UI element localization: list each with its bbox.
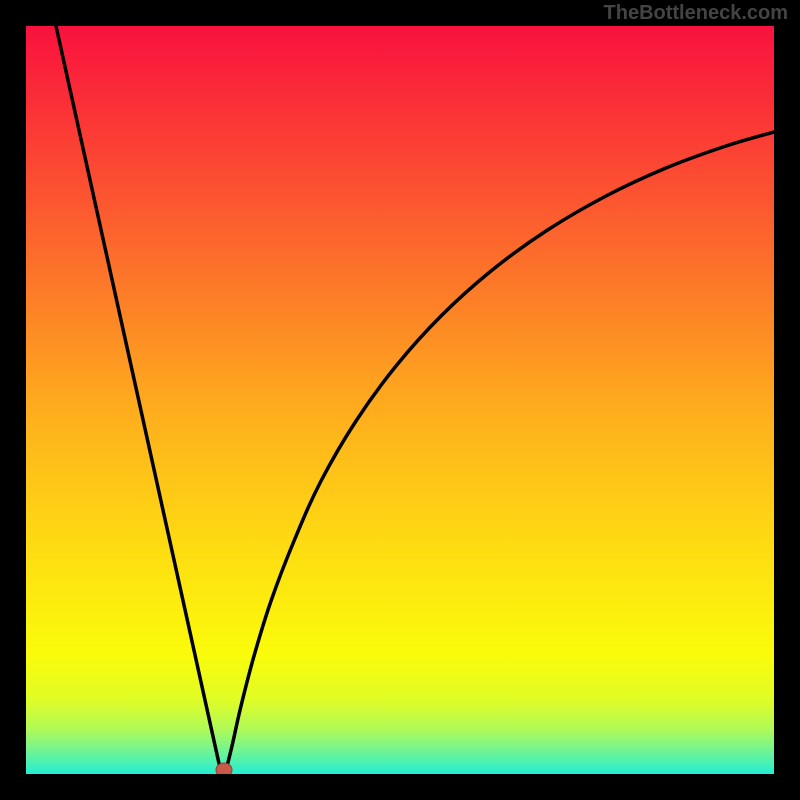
watermark-text: TheBottleneck.com	[604, 2, 788, 25]
curve-overlay	[26, 26, 774, 774]
right-curve	[226, 132, 774, 770]
minimum-point	[216, 763, 232, 774]
left-line	[56, 26, 220, 768]
plot-area	[26, 26, 774, 774]
